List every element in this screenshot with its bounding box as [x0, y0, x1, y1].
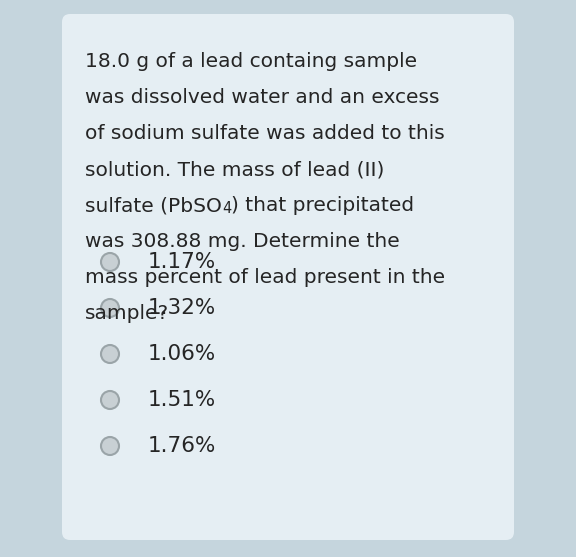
Text: was dissolved water and an excess: was dissolved water and an excess: [85, 88, 439, 107]
Text: solution. The mass of lead (II): solution. The mass of lead (II): [85, 160, 384, 179]
Text: 1.06%: 1.06%: [148, 344, 216, 364]
Text: of sodium sulfate was added to this: of sodium sulfate was added to this: [85, 124, 445, 143]
Circle shape: [101, 437, 119, 455]
Circle shape: [101, 345, 119, 363]
Text: sulfate (PbSO: sulfate (PbSO: [85, 196, 222, 215]
Text: 18.0 g of a lead containg sample: 18.0 g of a lead containg sample: [85, 52, 417, 71]
Text: was 308.88 mg. Determine the: was 308.88 mg. Determine the: [85, 232, 400, 251]
FancyBboxPatch shape: [62, 14, 514, 540]
Text: 1.51%: 1.51%: [148, 390, 216, 410]
Text: 1.32%: 1.32%: [148, 298, 216, 318]
Text: ) that precipitated: ) that precipitated: [231, 196, 414, 215]
Circle shape: [101, 299, 119, 317]
Text: sample?: sample?: [85, 304, 169, 323]
Text: mass percent of lead present in the: mass percent of lead present in the: [85, 268, 445, 287]
Text: 1.17%: 1.17%: [148, 252, 216, 272]
Text: 4: 4: [222, 201, 231, 216]
Circle shape: [101, 253, 119, 271]
Text: 1.76%: 1.76%: [148, 436, 217, 456]
Circle shape: [101, 391, 119, 409]
